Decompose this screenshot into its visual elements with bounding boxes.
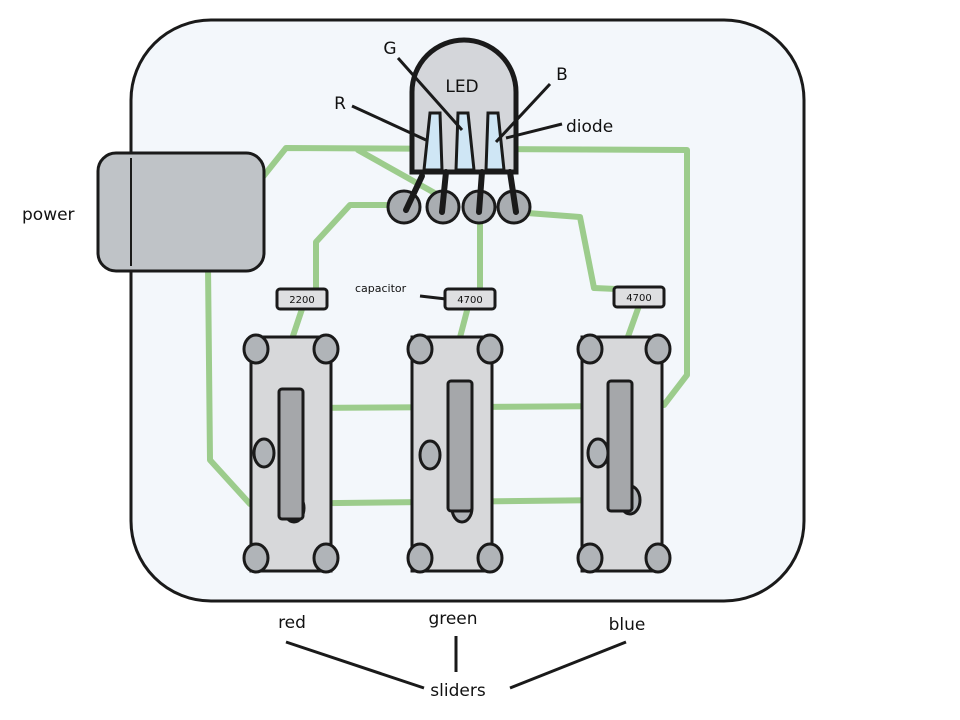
trace-red-resistor [313, 202, 407, 293]
diode-label: diode [566, 117, 613, 137]
rgb-led [386, 37, 532, 225]
leader-capacitor [419, 294, 447, 301]
slider-red [242, 333, 340, 574]
slider-blue-knob[interactable] [606, 379, 634, 513]
g-label: G [383, 39, 396, 59]
sliders-label: sliders [430, 681, 486, 701]
resistor-red-value: 2200 [289, 295, 314, 306]
leader-sliders-blue [509, 640, 627, 690]
leader-diode [505, 122, 563, 140]
capacitor-label: capacitor [355, 282, 407, 295]
slider-green-knob[interactable] [446, 379, 474, 513]
resistor-blue-value: 4700 [626, 293, 651, 304]
trace-diag-to-pin [355, 147, 443, 199]
resistor-red: 2200 [275, 287, 329, 311]
power-label: power [22, 205, 75, 225]
leader-g [396, 57, 464, 131]
b-label: B [556, 65, 568, 85]
power-source [96, 151, 266, 273]
leader-lines [285, 57, 627, 690]
resistor-blue: 4700 [612, 285, 666, 309]
slider-red-knob[interactable] [277, 387, 305, 521]
leader-b [494, 82, 552, 144]
slider-blue [576, 333, 672, 574]
slider-blue-label: blue [609, 615, 646, 635]
power-block [96, 151, 266, 273]
slider-red-label: red [278, 613, 306, 633]
led-label: LED [445, 77, 478, 97]
slider-green [406, 333, 504, 574]
slider-green-label: green [428, 609, 477, 629]
r-label: R [334, 94, 346, 114]
leader-r [351, 104, 427, 142]
resistor-green-value: 4700 [457, 295, 482, 306]
resistor-green: 4700 [443, 287, 497, 311]
led-window-blue [484, 111, 506, 172]
led-legs [403, 169, 519, 215]
led-window-red [422, 111, 444, 172]
leader-sliders-red [285, 640, 425, 690]
